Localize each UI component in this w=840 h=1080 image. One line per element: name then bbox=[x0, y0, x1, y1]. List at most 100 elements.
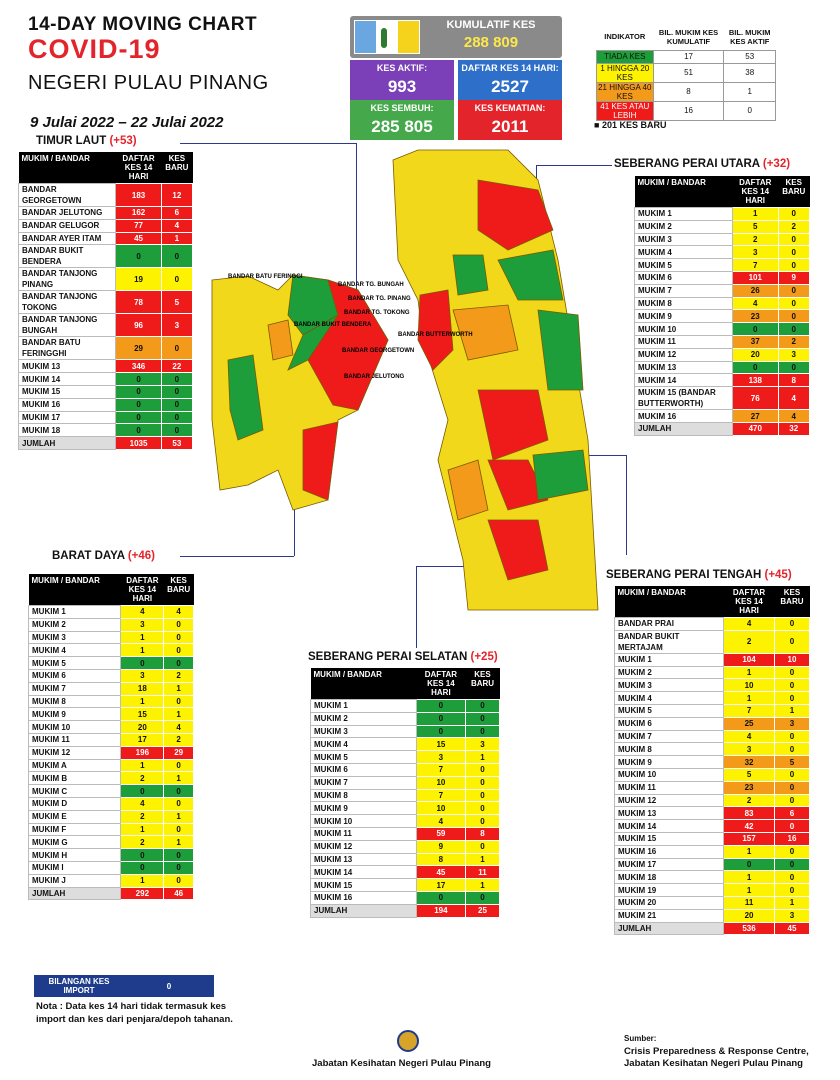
daftar-value: 0 bbox=[120, 848, 165, 862]
section-title-barat-daya: BARAT DAYA (+46) bbox=[52, 550, 156, 562]
baru-value: 0 bbox=[777, 296, 810, 311]
table-row: MUKIM 16 27 4 bbox=[634, 409, 810, 423]
mukim-name: MUKIM 2 bbox=[613, 665, 725, 680]
header-baru: KES BARU bbox=[163, 574, 194, 606]
daftar-value: 1 bbox=[120, 694, 165, 709]
mukim-name: MUKIM 14 bbox=[310, 865, 417, 880]
baru-value: 1 bbox=[464, 878, 501, 892]
daftar-label: DAFTAR KES 14 HARI: bbox=[461, 63, 559, 73]
header-daftar: DAFTAR KES 14 HARI bbox=[723, 586, 775, 618]
table-row: BANDAR BUKIT MERTAJAM 2 0 bbox=[613, 629, 811, 654]
baru-value: 0 bbox=[464, 814, 501, 828]
mukim-name: BANDAR GELUGOR bbox=[17, 218, 117, 233]
jata-logo-icon bbox=[397, 1030, 419, 1052]
mukim-name: MUKIM B bbox=[27, 771, 122, 786]
baru-value: 0 bbox=[773, 780, 811, 795]
source-line1: Crisis Preparedness & Response Centre, bbox=[624, 1046, 809, 1057]
header-daftar: DAFTAR KES 14 HARI bbox=[732, 176, 778, 208]
mukim-name: MUKIM 8 bbox=[27, 694, 122, 709]
mukim-name: MUKIM 5 bbox=[613, 703, 725, 718]
source-label: Sumber: bbox=[624, 1034, 657, 1043]
table-row: MUKIM 10 0 0 bbox=[634, 322, 810, 336]
square-icon: ■ bbox=[594, 120, 602, 130]
daftar-value: 162 bbox=[115, 206, 162, 220]
connector-line bbox=[416, 566, 417, 648]
baru-value: 0 bbox=[777, 322, 810, 336]
header-mukim: MUKIM / BANDAR bbox=[18, 152, 116, 184]
daftar-value: 26 bbox=[732, 283, 779, 298]
baru-value: 0 bbox=[160, 372, 194, 386]
daftar-value: 2 bbox=[732, 232, 779, 247]
section-title-timur-laut: TIMUR LAUT (+53) bbox=[36, 135, 137, 147]
baru-value: 0 bbox=[163, 656, 194, 670]
baru-value: 2 bbox=[777, 334, 810, 349]
mukim-name: MUKIM 14 bbox=[17, 372, 117, 386]
baru-value: 0 bbox=[464, 699, 501, 713]
legend-header: BIL. MUKIM KES AKTIF bbox=[728, 27, 771, 46]
table-row: BANDAR PRAI 4 0 bbox=[613, 617, 811, 631]
legend-value: 16 bbox=[652, 100, 725, 121]
daftar-value: 0 bbox=[732, 322, 779, 336]
legend-label-yellow: 1 HINGGA 20 KES bbox=[596, 62, 654, 83]
baru-value: 2 bbox=[777, 219, 810, 234]
table-row: BANDAR JELUTONG 162 6 bbox=[17, 206, 194, 220]
mukim-name: MUKIM 10 bbox=[27, 720, 122, 734]
table-row: MUKIM 21 20 3 bbox=[613, 908, 811, 923]
mukim-name: MUKIM 4 bbox=[310, 737, 417, 752]
mukim-name: MUKIM 16 bbox=[310, 890, 417, 905]
mukim-name: MUKIM 12 bbox=[613, 793, 725, 808]
section-title-spu: SEBERANG PERAI UTARA (+32) bbox=[614, 158, 791, 170]
penang-flag-icon bbox=[354, 20, 420, 54]
daftar-value: 2 bbox=[723, 629, 775, 654]
table-row: MUKIM 12 196 29 bbox=[27, 745, 194, 760]
daftar-value: 9 bbox=[415, 839, 466, 854]
baru-value: 3 bbox=[464, 737, 501, 752]
baru-value: 2 bbox=[163, 732, 194, 747]
mukim-name: MUKIM 18 bbox=[613, 870, 725, 885]
mukim-name: MUKIM G bbox=[27, 835, 122, 850]
baru-value: 16 bbox=[773, 831, 811, 846]
baru-value: 2 bbox=[163, 668, 194, 683]
table-row: MUKIM 18 0 0 bbox=[17, 423, 194, 438]
daftar-value: 1 bbox=[723, 870, 775, 885]
mukim-name: MUKIM 14 bbox=[613, 819, 725, 833]
daftar-value: 3 bbox=[415, 750, 466, 764]
baru-value: 0 bbox=[777, 232, 810, 247]
mukim-name: MUKIM 9 bbox=[613, 755, 725, 769]
daftar-value: 37 bbox=[732, 334, 779, 349]
table-row: MUKIM 6 101 9 bbox=[634, 270, 810, 285]
daftar-value: 183 bbox=[115, 183, 162, 207]
baru-value: 8 bbox=[464, 826, 501, 841]
mukim-name: MUKIM 15 bbox=[310, 878, 417, 892]
daftar-value: 4 bbox=[415, 814, 466, 828]
daftar-value: 0 bbox=[415, 724, 466, 739]
daftar-value: 42 bbox=[723, 819, 775, 833]
baru-value: 1 bbox=[163, 809, 194, 824]
baru-value: 1 bbox=[160, 231, 194, 246]
mukim-name: MUKIM 11 bbox=[310, 826, 417, 841]
daftar-value: 0 bbox=[115, 244, 162, 269]
mukim-name: MUKIM 2 bbox=[27, 617, 122, 632]
connector-line bbox=[180, 143, 356, 144]
daftar-value: 1 bbox=[723, 665, 775, 680]
table-row: MUKIM 17 0 0 bbox=[17, 410, 194, 425]
map-label: BANDAR GEORGETOWN bbox=[342, 348, 414, 354]
baru-value: 0 bbox=[773, 819, 811, 833]
mukim-name: MUKIM 16 bbox=[613, 844, 725, 859]
baru-value: 3 bbox=[160, 313, 194, 338]
legend-value: 53 bbox=[723, 49, 776, 64]
daftar-value: 27 bbox=[732, 409, 779, 423]
baru-value: 1 bbox=[163, 681, 194, 696]
baru-value: 5 bbox=[773, 755, 811, 769]
daftar-value: 1 bbox=[723, 691, 775, 705]
table-row: MUKIM 11 23 0 bbox=[613, 780, 811, 795]
kumulatif-label: KUMULATIF KES bbox=[446, 19, 536, 31]
